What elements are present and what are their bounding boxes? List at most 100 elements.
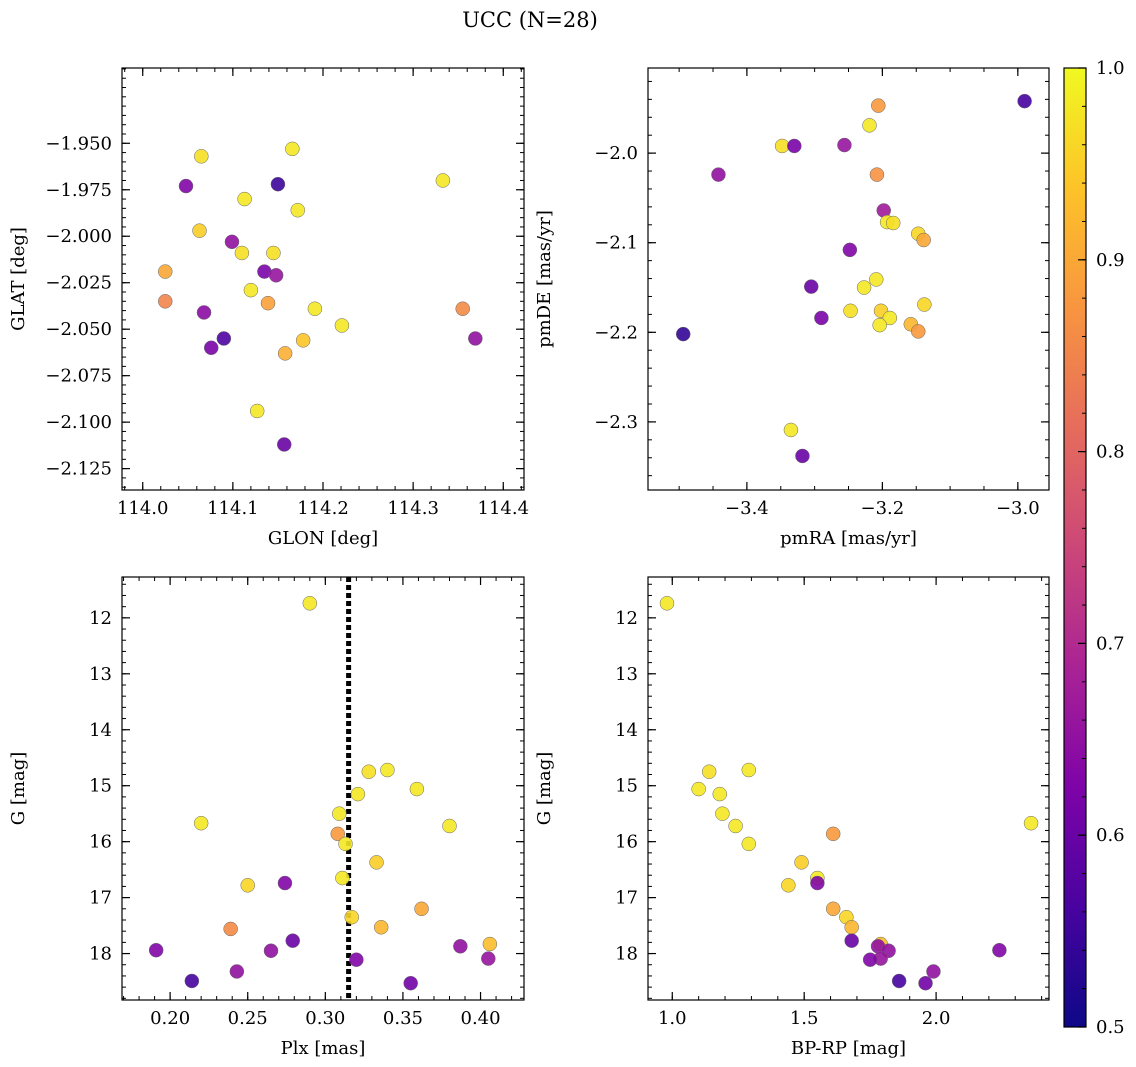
y-tick-label: −2.0 — [594, 143, 638, 164]
colorbar-tick-label: 0.9 — [1096, 250, 1125, 271]
scatter-point — [302, 596, 318, 611]
scatter-point — [330, 826, 345, 842]
y-tick-label: 18 — [89, 944, 112, 965]
scatter-points — [148, 596, 498, 991]
scatter-point — [290, 202, 306, 218]
y-tick-label: 16 — [615, 832, 638, 853]
y-tick-label: −2.050 — [45, 319, 112, 340]
y-tick-label: −1.975 — [45, 180, 112, 201]
scatter-point — [285, 933, 300, 948]
axes-frame — [647, 576, 1050, 1001]
scatter-point — [781, 878, 796, 893]
x-axis-label: BP-RP [mag] — [791, 1038, 906, 1059]
x-tick-label: 114.0 — [117, 498, 169, 519]
scatter-point — [237, 191, 252, 207]
minor-ticks — [648, 68, 1049, 490]
scatter-point — [158, 294, 173, 309]
scatter-point — [196, 305, 212, 320]
figure-title: UCC (N=28) — [462, 8, 598, 32]
x-tick-label: −3.0 — [996, 498, 1040, 519]
scatter-point — [295, 333, 311, 348]
x-tick-label: 1.5 — [790, 1008, 819, 1029]
scatter-point — [871, 98, 886, 113]
scatter-point — [992, 942, 1007, 958]
scatter-point — [728, 818, 743, 834]
scatter-point — [332, 806, 347, 821]
x-tick-label: −3.4 — [725, 498, 769, 519]
y-tick-label: 14 — [615, 720, 638, 741]
scatter-point — [380, 762, 395, 778]
scatter-point — [193, 815, 209, 831]
scatter-point — [844, 933, 859, 948]
x-tick-label: 0.20 — [150, 1008, 190, 1029]
scatter-point — [843, 303, 858, 319]
colorbar-tick-label: 0.5 — [1096, 1017, 1125, 1038]
scatter-points — [675, 93, 1032, 464]
scatter-point — [783, 422, 799, 438]
scatter-point — [795, 448, 810, 464]
y-tick-label: −2.000 — [45, 226, 112, 247]
scatter-point — [184, 973, 200, 989]
scatter-point — [249, 403, 265, 419]
scatter-point — [882, 310, 898, 326]
colorbar-tick-label: 0.8 — [1096, 442, 1125, 463]
scatter-point — [869, 272, 884, 287]
y-tick-label: 16 — [89, 832, 112, 853]
y-tick-label: 12 — [89, 608, 112, 629]
scatter-point — [701, 764, 717, 779]
scatter-point — [659, 596, 675, 611]
scatter-point — [243, 282, 259, 298]
scatter-point — [435, 173, 451, 188]
x-tick-label: −3.2 — [861, 498, 905, 519]
scatter-point — [862, 952, 878, 967]
scatter-point — [482, 936, 498, 952]
y-tick-label: 17 — [615, 888, 638, 909]
scatter-point — [260, 295, 276, 311]
scatter-point — [844, 920, 859, 935]
scatter-point — [741, 762, 757, 778]
scatter-point — [240, 878, 255, 893]
scatter-point — [918, 975, 933, 991]
y-tick-label: 15 — [89, 776, 112, 797]
scatter-point — [885, 215, 901, 231]
scatter-point — [263, 943, 279, 959]
scatter-point — [837, 137, 852, 153]
scatter-point — [224, 234, 240, 250]
x-tick-label: 0.35 — [383, 1008, 423, 1029]
scatter-point — [825, 901, 841, 917]
scatter-point — [178, 178, 194, 194]
y-tick-label: −2.3 — [594, 412, 638, 433]
y-axis-label: G [mag] — [8, 752, 29, 825]
scatter-point — [335, 870, 350, 886]
scatter-point — [468, 331, 483, 346]
scatter-point — [715, 806, 730, 821]
y-axis-label: GLAT [deg] — [8, 227, 29, 331]
x-tick-label: 114.1 — [207, 498, 259, 519]
scatter-point — [891, 973, 907, 989]
y-tick-label: −2.2 — [594, 322, 638, 343]
scatter-point — [403, 975, 418, 991]
scatter-point — [453, 939, 468, 954]
scatter-point — [334, 318, 350, 333]
scatter-point — [741, 836, 757, 852]
scatter-point — [270, 176, 286, 192]
scatter-point — [361, 764, 377, 779]
y-tick-label: 15 — [615, 776, 638, 797]
panel-2: −3.4 −3.2 −3.0 −2.0 −2.1 −2.2 −2.3 pmRA [mas/yr… — [534, 67, 1050, 549]
scatter-point — [285, 141, 300, 157]
y-tick-label: −2.025 — [45, 273, 112, 294]
scatter-point — [223, 921, 238, 937]
y-tick-label: 14 — [89, 720, 112, 741]
colorbar-tick-label: 0.6 — [1096, 825, 1125, 846]
scatter-point — [1023, 815, 1039, 831]
scatter-point — [373, 920, 389, 935]
y-tick-label: −2.125 — [45, 459, 112, 480]
scatter-point — [916, 232, 931, 248]
axes-frame — [121, 576, 525, 1001]
x-tick-label: 1.0 — [658, 1008, 687, 1029]
scatter-point — [192, 223, 207, 238]
scatter-point — [917, 297, 932, 312]
colorbar-tick-label: 0.7 — [1096, 633, 1125, 654]
y-axis-label: G [mag] — [534, 752, 555, 825]
